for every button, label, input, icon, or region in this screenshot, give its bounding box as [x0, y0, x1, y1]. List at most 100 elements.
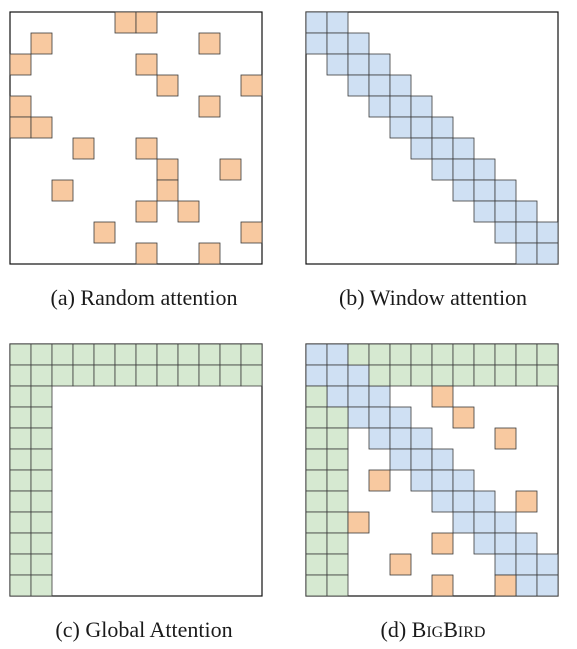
bigbird-window-cell — [515, 574, 538, 597]
window-attention-panel — [305, 11, 559, 265]
bigbird-global-cell — [536, 364, 559, 387]
random-attention-cell — [219, 158, 242, 181]
bigbird-random-cell — [431, 385, 454, 408]
window-attention-cell — [452, 158, 475, 181]
global-attention-cell — [9, 427, 32, 450]
bigbird-window-cell — [326, 343, 349, 366]
global-attention-cell — [9, 532, 32, 555]
bigbird-window-cell — [515, 532, 538, 555]
global-attention-cell — [9, 553, 32, 576]
global-attention-cell — [240, 343, 263, 366]
bigbird-global-cell — [305, 385, 328, 408]
global-attention-cell — [9, 385, 32, 408]
random-attention-cell — [72, 137, 95, 160]
bigbird-global-cell — [452, 364, 475, 387]
bigbird-random-cell — [515, 490, 538, 513]
window-attention-cell — [515, 242, 538, 265]
bigbird-window-cell — [473, 511, 496, 534]
global-attention-cell — [9, 469, 32, 492]
random-attention-cell — [177, 200, 200, 223]
bigbird-global-cell — [305, 427, 328, 450]
window-attention-cell — [494, 179, 517, 202]
window-attention-cell — [305, 11, 328, 34]
caption-random-attention: (a) Random attention — [51, 285, 238, 310]
bigbird-global-cell — [410, 364, 433, 387]
window-attention-cell — [305, 32, 328, 55]
global-attention-cell — [9, 406, 32, 429]
global-attention-cell — [30, 511, 53, 534]
window-attention-cell — [410, 116, 433, 139]
random-attention-cell — [135, 137, 158, 160]
bigbird-window-cell — [431, 469, 454, 492]
global-attention-cell — [156, 364, 179, 387]
bigbird-global-cell — [326, 448, 349, 471]
bigbird-global-cell — [494, 343, 517, 366]
bigbird-global-cell — [305, 469, 328, 492]
bigbird-window-cell — [368, 427, 391, 450]
random-attention-cell — [198, 242, 221, 265]
bigbird-global-cell — [305, 448, 328, 471]
global-attention-cell — [72, 343, 95, 366]
caption-global-attention: (c) Global Attention — [55, 617, 232, 642]
window-attention-cell — [473, 179, 496, 202]
bigbird-window-cell — [536, 574, 559, 597]
bigbird-global-cell — [326, 532, 349, 555]
bigbird-global-cell — [326, 511, 349, 534]
window-attention-cell — [326, 53, 349, 76]
bigbird-global-cell — [515, 364, 538, 387]
global-attention-cell — [30, 364, 53, 387]
bigbird-window-cell — [368, 385, 391, 408]
random-attention-cell — [30, 116, 53, 139]
random-attention-cell — [156, 74, 179, 97]
bigbird-random-cell — [389, 553, 412, 576]
bigbird-window-cell — [431, 448, 454, 471]
global-attention-cell — [9, 364, 32, 387]
bigbird-window-cell — [347, 406, 370, 429]
bigbird-window-cell — [368, 406, 391, 429]
bigbird-window-cell — [389, 427, 412, 450]
global-attention-cell — [9, 448, 32, 471]
bigbird-global-cell — [305, 574, 328, 597]
bigbird-window-cell — [473, 532, 496, 555]
bigbird-global-cell — [515, 343, 538, 366]
global-attention-cell — [51, 343, 74, 366]
bigbird-global-cell — [326, 427, 349, 450]
global-attention-cell — [51, 364, 74, 387]
global-attention-cell — [72, 364, 95, 387]
global-attention-cell — [30, 406, 53, 429]
window-attention-cell — [410, 95, 433, 118]
window-attention-cell — [389, 95, 412, 118]
window-attention-cell — [473, 158, 496, 181]
caption-bigbird-ig: IG — [426, 624, 443, 641]
random-attention-cell — [198, 95, 221, 118]
bigbird-global-cell — [494, 364, 517, 387]
global-attention-cell — [9, 511, 32, 534]
global-attention-cell — [30, 553, 53, 576]
bigbird-random-cell — [431, 574, 454, 597]
random-attention-cell — [9, 53, 32, 76]
random-attention-cell — [135, 242, 158, 265]
bigbird-random-cell — [347, 511, 370, 534]
bigbird-window-cell — [389, 448, 412, 471]
global-attention-cell — [135, 343, 158, 366]
window-attention-cell — [389, 74, 412, 97]
bigbird-window-cell — [389, 406, 412, 429]
caption-window-attention: (b) Window attention — [339, 285, 527, 310]
bigbird-global-cell — [326, 490, 349, 513]
global-attention-cell — [30, 532, 53, 555]
global-attention-cell — [114, 343, 137, 366]
bigbird-global-cell — [452, 343, 475, 366]
bigbird-random-cell — [431, 532, 454, 555]
global-attention-cell — [156, 343, 179, 366]
global-attention-cell — [9, 574, 32, 597]
random-attention-cell — [198, 32, 221, 55]
bigbird-window-cell — [494, 511, 517, 534]
random-attention-cell — [156, 158, 179, 181]
window-attention-cell — [347, 53, 370, 76]
bigbird-window-cell — [305, 343, 328, 366]
global-attention-cell — [93, 364, 116, 387]
bigbird-global-cell — [326, 553, 349, 576]
global-attention-cell — [114, 364, 137, 387]
bigbird-window-cell — [347, 385, 370, 408]
